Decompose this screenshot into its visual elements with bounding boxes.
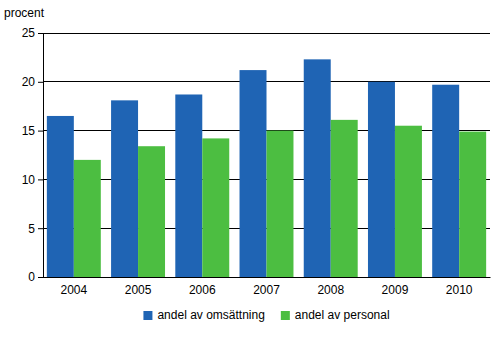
grid xyxy=(43,33,490,277)
y-tick: 10 xyxy=(22,173,43,187)
y-axis-title: procent xyxy=(4,6,45,20)
x-tick-label: 2005 xyxy=(125,283,152,297)
bar xyxy=(459,132,486,277)
y-tick-label: 25 xyxy=(22,26,36,40)
bar xyxy=(175,94,202,277)
y-axis: 0 5 10 15 20 25 xyxy=(22,26,44,284)
legend-label: andel av personal xyxy=(295,308,390,322)
x-tick-label: 2007 xyxy=(253,283,280,297)
x-tick: 2010 xyxy=(446,277,473,297)
x-tick-label: 2006 xyxy=(189,283,216,297)
bar xyxy=(202,138,229,277)
x-axis: 2004 2005 2006 2007 2008 2009 2010 xyxy=(44,277,491,297)
grid-line xyxy=(43,33,490,34)
y-tick: 25 xyxy=(22,26,43,40)
y-tick: 0 xyxy=(28,270,43,284)
bar xyxy=(138,146,165,277)
bar xyxy=(111,100,138,277)
bar xyxy=(240,70,267,277)
y-tick-label: 10 xyxy=(22,173,36,187)
x-tick-label: 2010 xyxy=(446,283,473,297)
y-tick-label: 0 xyxy=(28,270,35,284)
bar xyxy=(432,85,459,277)
chart: 0 5 10 15 20 25 2004 2005 2006 2007 2008 2009 2010 pr… xyxy=(0,0,496,344)
x-tick: 2007 xyxy=(253,277,280,297)
bars xyxy=(47,59,486,277)
y-tick-mark xyxy=(38,131,43,132)
y-tick-mark xyxy=(38,228,43,229)
x-tick: 2009 xyxy=(382,277,409,297)
bar xyxy=(267,131,294,277)
y-tick: 20 xyxy=(22,75,43,89)
bar xyxy=(47,116,74,277)
y-tick: 5 xyxy=(28,222,43,236)
y-axis-line xyxy=(38,34,44,278)
x-tick: 2008 xyxy=(317,277,344,297)
x-tick-label: 2004 xyxy=(60,283,87,297)
y-tick-label: 15 xyxy=(22,124,36,138)
y-tick-label: 20 xyxy=(22,75,36,89)
bar xyxy=(368,82,395,277)
legend: andel av omsättning andel av personal xyxy=(143,308,389,322)
y-tick-label: 5 xyxy=(28,222,35,236)
legend-item: andel av omsättning xyxy=(143,308,264,322)
y-tick-mark xyxy=(38,179,43,180)
bar xyxy=(395,126,422,277)
bar xyxy=(304,59,331,277)
x-tick: 2005 xyxy=(125,277,152,297)
x-tick-label: 2008 xyxy=(317,283,344,297)
x-tick: 2004 xyxy=(60,277,87,297)
y-tick-mark xyxy=(38,82,43,83)
y-tick-mark xyxy=(38,33,43,34)
bar xyxy=(74,160,101,277)
bar xyxy=(331,120,358,277)
y-tick: 15 xyxy=(22,124,43,138)
legend-swatch xyxy=(143,311,152,320)
x-tick: 2006 xyxy=(189,277,216,297)
legend-item: andel av personal xyxy=(281,308,390,322)
legend-label: andel av omsättning xyxy=(157,308,264,322)
plot-area: 0 5 10 15 20 25 2004 2005 2006 2007 2008 2009 2010 xyxy=(22,26,491,296)
legend-swatch xyxy=(281,311,290,320)
x-axis-line xyxy=(44,277,491,278)
x-tick-label: 2009 xyxy=(382,283,409,297)
y-tick-mark xyxy=(38,277,43,278)
